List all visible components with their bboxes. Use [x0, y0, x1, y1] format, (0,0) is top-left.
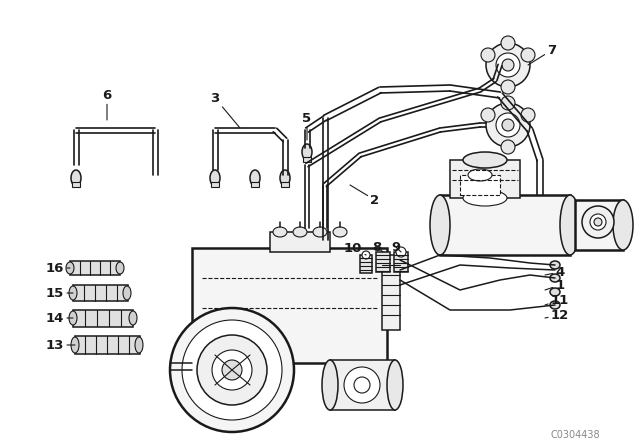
- Ellipse shape: [468, 169, 492, 181]
- Ellipse shape: [123, 286, 131, 300]
- Circle shape: [496, 113, 520, 137]
- Text: 1: 1: [545, 279, 564, 292]
- Circle shape: [396, 247, 406, 257]
- Ellipse shape: [463, 190, 507, 206]
- Ellipse shape: [273, 227, 287, 237]
- Circle shape: [486, 43, 530, 87]
- Text: 7: 7: [528, 43, 557, 65]
- Bar: [376, 252, 390, 272]
- Ellipse shape: [280, 170, 290, 186]
- Text: 14: 14: [46, 311, 73, 324]
- Circle shape: [496, 53, 520, 77]
- Ellipse shape: [66, 262, 74, 274]
- Ellipse shape: [293, 227, 307, 237]
- Bar: [382, 255, 400, 330]
- Text: 4: 4: [545, 266, 564, 279]
- Ellipse shape: [69, 311, 77, 325]
- Bar: [73, 285, 128, 301]
- Circle shape: [354, 377, 370, 393]
- Circle shape: [521, 48, 535, 62]
- Ellipse shape: [71, 337, 79, 353]
- Bar: [70, 261, 120, 275]
- Text: 9: 9: [392, 241, 401, 254]
- Bar: [394, 252, 408, 272]
- Text: 11: 11: [545, 293, 569, 306]
- Circle shape: [501, 140, 515, 154]
- Bar: [460, 175, 500, 195]
- Bar: [211, 182, 219, 187]
- Text: 16: 16: [46, 262, 70, 275]
- Bar: [281, 182, 289, 187]
- Bar: [192, 248, 387, 363]
- Bar: [75, 336, 140, 354]
- Ellipse shape: [135, 337, 143, 353]
- Text: C0304438: C0304438: [550, 430, 600, 440]
- Bar: [330, 360, 395, 410]
- Circle shape: [486, 103, 530, 147]
- Bar: [72, 182, 80, 187]
- Ellipse shape: [333, 227, 347, 237]
- Text: 3: 3: [211, 91, 240, 128]
- Ellipse shape: [71, 170, 81, 186]
- Ellipse shape: [313, 227, 327, 237]
- Ellipse shape: [250, 170, 260, 186]
- Text: 5: 5: [303, 112, 312, 140]
- Ellipse shape: [463, 152, 507, 168]
- Circle shape: [590, 214, 606, 230]
- Ellipse shape: [430, 195, 450, 255]
- Circle shape: [481, 108, 495, 122]
- Circle shape: [362, 251, 370, 259]
- Circle shape: [222, 360, 242, 380]
- Ellipse shape: [116, 262, 124, 274]
- Text: 2: 2: [350, 185, 380, 207]
- Bar: [360, 255, 372, 273]
- Circle shape: [502, 119, 514, 131]
- Circle shape: [182, 320, 282, 420]
- Text: 12: 12: [545, 309, 569, 322]
- Bar: [440, 195, 570, 255]
- Ellipse shape: [550, 301, 560, 309]
- Ellipse shape: [69, 286, 77, 300]
- Text: 15: 15: [46, 287, 73, 300]
- Text: 8: 8: [372, 241, 383, 254]
- Text: 13: 13: [46, 339, 75, 352]
- Ellipse shape: [302, 144, 312, 160]
- Circle shape: [582, 206, 614, 238]
- Circle shape: [501, 80, 515, 94]
- Circle shape: [170, 308, 294, 432]
- Text: 10: 10: [344, 241, 366, 255]
- Circle shape: [521, 108, 535, 122]
- Circle shape: [594, 218, 602, 226]
- Text: 6: 6: [102, 89, 111, 120]
- Ellipse shape: [613, 200, 633, 250]
- Ellipse shape: [550, 274, 560, 282]
- Ellipse shape: [387, 360, 403, 410]
- Circle shape: [197, 335, 267, 405]
- Ellipse shape: [560, 195, 580, 255]
- Circle shape: [502, 59, 514, 71]
- Circle shape: [212, 350, 252, 390]
- Circle shape: [501, 36, 515, 50]
- Ellipse shape: [550, 288, 560, 296]
- Circle shape: [344, 367, 380, 403]
- Ellipse shape: [322, 360, 338, 410]
- Circle shape: [501, 96, 515, 110]
- Ellipse shape: [129, 311, 137, 325]
- Bar: [575, 200, 623, 250]
- Bar: [450, 160, 520, 198]
- Bar: [303, 157, 311, 162]
- Ellipse shape: [550, 261, 560, 269]
- Bar: [251, 182, 259, 187]
- Ellipse shape: [210, 170, 220, 186]
- Bar: [270, 232, 330, 252]
- Circle shape: [481, 48, 495, 62]
- Bar: [73, 310, 133, 327]
